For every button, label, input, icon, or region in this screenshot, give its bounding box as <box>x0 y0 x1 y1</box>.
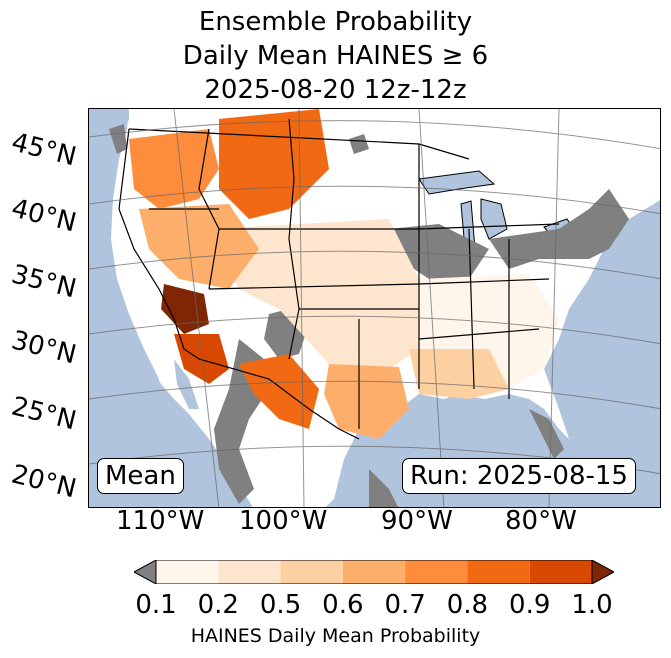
title-line-1: Ensemble Probability <box>198 7 473 37</box>
run-date-box: Run: 2025-08-15 <box>402 458 636 494</box>
region-northern-rockies <box>219 109 329 219</box>
colorbar-tick-label: 0.1 <box>135 590 177 620</box>
colorbar-label: HAINES Daily Mean Probability <box>190 625 481 647</box>
lat-label-30: 30°N <box>8 325 80 371</box>
pacific-ocean <box>89 109 159 409</box>
lat-label-25: 25°N <box>8 391 80 437</box>
colorbar-cell <box>156 560 219 584</box>
lon-label-80: 80°W <box>505 506 577 536</box>
atlantic-ocean <box>559 220 660 507</box>
region-central-plains <box>209 219 419 369</box>
colorbar <box>134 560 614 584</box>
lat-label-45: 45°N <box>8 127 80 173</box>
colorbar-cell <box>342 560 406 584</box>
colorbar-tick-label: 0.8 <box>446 590 489 620</box>
region-mojave-southwest <box>161 284 209 334</box>
lat-label-35: 35°N <box>8 259 80 305</box>
state-borders <box>118 118 560 440</box>
mean-label-box: Mean <box>97 458 184 494</box>
colorbar-cell <box>467 560 530 584</box>
title-line-2: Daily Mean HAINES ≥ 6 <box>182 41 489 71</box>
colorbar-under-triangle <box>134 560 157 584</box>
lon-label-100: 100°W <box>239 506 328 536</box>
region-great-basin <box>139 204 259 289</box>
colorbar-over-triangle <box>591 560 614 584</box>
map-canvas <box>89 109 660 507</box>
colorbar-cell <box>280 560 343 584</box>
colorbar-cells <box>156 560 592 584</box>
probability-fill <box>129 109 559 439</box>
region-new-mexico-west-texas <box>239 354 319 429</box>
gulf-of-mexico <box>344 399 544 507</box>
region-pacific-northwest <box>129 129 219 209</box>
no-data-areas <box>109 124 629 507</box>
lon-label-110: 110°W <box>116 506 205 536</box>
title-line-3: 2025-08-20 12z-12z <box>204 75 467 105</box>
lat-label-20: 20°N <box>8 459 80 505</box>
colorbar-tick-label: 0.7 <box>384 590 426 620</box>
colorbar-cell <box>218 560 281 584</box>
colorbar-cell <box>405 560 468 584</box>
lon-label-90: 90°W <box>381 506 453 536</box>
colorbar-cell <box>529 560 592 584</box>
colorbar-tick-label: 0.2 <box>197 590 239 620</box>
colorbar-tick-label: 0.5 <box>259 590 302 620</box>
gulf-of-california <box>174 359 199 409</box>
lat-label-40: 40°N <box>8 193 80 239</box>
probability-map <box>88 108 661 508</box>
region-central-texas <box>324 364 409 439</box>
colorbar-tick-label: 1.0 <box>571 590 613 620</box>
colorbar-outline <box>155 560 593 584</box>
colorbar-tick-label: 0.9 <box>509 590 551 620</box>
colorbar-tick-label: 0.6 <box>322 590 364 620</box>
region-southern-arizona <box>174 334 229 384</box>
